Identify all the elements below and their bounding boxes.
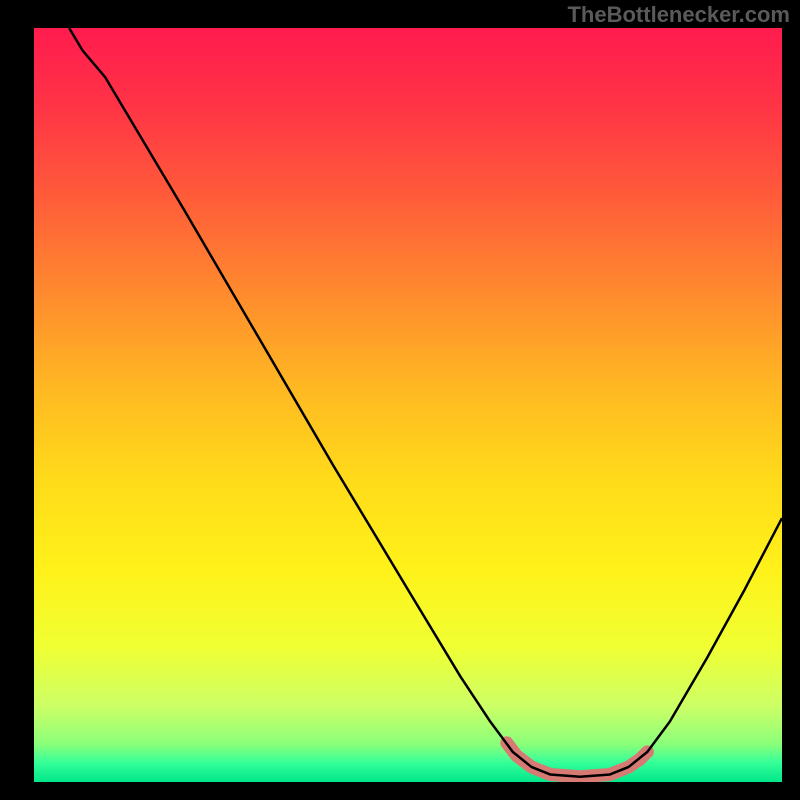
plot-background xyxy=(34,28,782,782)
chart-container: TheBottlenecker.com xyxy=(0,0,800,800)
bottleneck-chart xyxy=(0,0,800,800)
frame xyxy=(0,0,34,800)
frame xyxy=(0,782,800,800)
watermark-text: TheBottlenecker.com xyxy=(567,2,790,28)
frame xyxy=(782,0,800,800)
